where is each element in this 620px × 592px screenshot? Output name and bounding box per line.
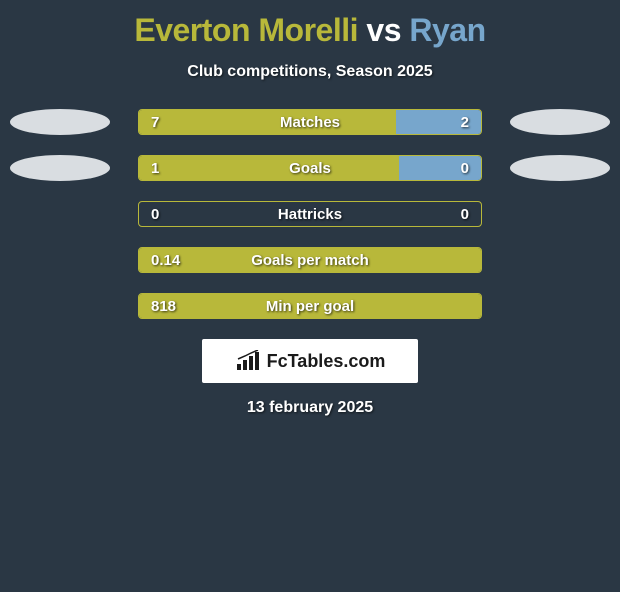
- stat-row: 72Matches: [0, 109, 620, 135]
- stat-bar: 818Min per goal: [138, 293, 482, 319]
- stat-bar: 72Matches: [138, 109, 482, 135]
- date-text: 13 february 2025: [0, 399, 620, 417]
- stat-metric-label: Matches: [139, 110, 481, 134]
- player2-badge-ellipse: [510, 109, 610, 135]
- player2-badge-ellipse: [510, 155, 610, 181]
- stat-row: 10Goals: [0, 155, 620, 181]
- player2-name: Ryan: [409, 12, 485, 48]
- stat-bar: 00Hattricks: [138, 201, 482, 227]
- brand-chart-icon: [235, 350, 263, 372]
- stat-metric-label: Min per goal: [139, 294, 481, 318]
- comparison-title: Everton Morelli vs Ryan: [0, 12, 620, 49]
- stat-bar: 10Goals: [138, 155, 482, 181]
- stat-metric-label: Hattricks: [139, 202, 481, 226]
- stat-metric-label: Goals per match: [139, 248, 481, 272]
- player1-badge-ellipse: [10, 109, 110, 135]
- brand-text: FcTables.com: [267, 351, 386, 372]
- stat-row: 818Min per goal: [0, 293, 620, 319]
- brand-box: FcTables.com: [202, 339, 418, 383]
- vs-text: vs: [366, 12, 401, 48]
- stat-row: 00Hattricks: [0, 201, 620, 227]
- stat-row: 0.14Goals per match: [0, 247, 620, 273]
- stat-metric-label: Goals: [139, 156, 481, 180]
- stat-bar: 0.14Goals per match: [138, 247, 482, 273]
- player1-badge-ellipse: [10, 155, 110, 181]
- player1-name: Everton Morelli: [134, 12, 358, 48]
- stat-rows: 72Matches 10Goals 00Hattricks 0.14Goals per…: [0, 109, 620, 319]
- subtitle: Club competitions, Season 2025: [0, 63, 620, 81]
